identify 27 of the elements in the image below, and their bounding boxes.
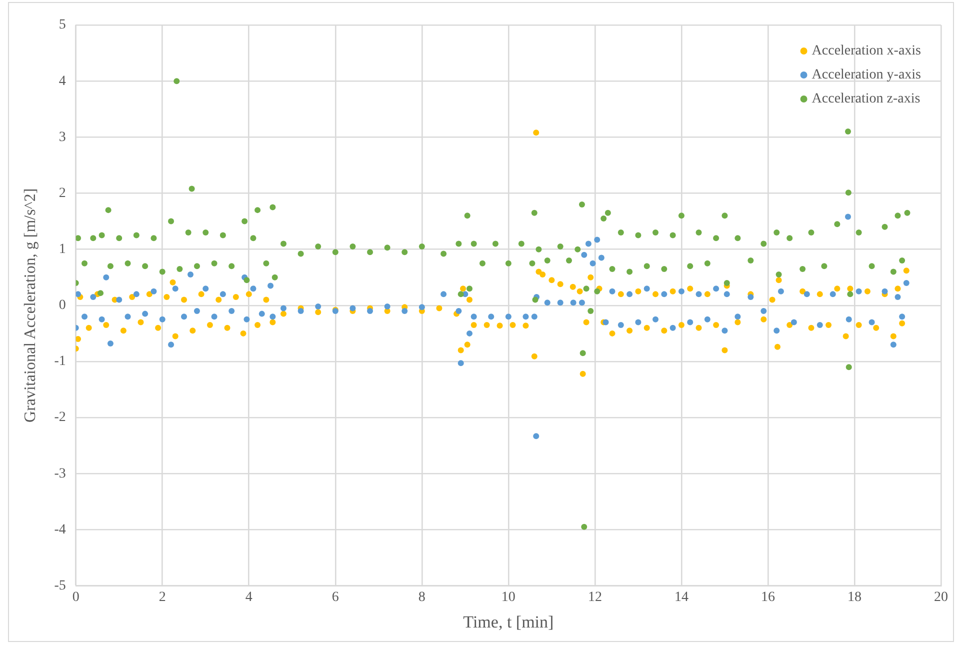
x-tick-label: 0 [72,590,80,605]
legend-label: Acceleration z-axis [812,92,920,107]
y-tick-label: -3 [54,466,66,482]
legend-label: Acceleration y-axis [812,68,922,83]
y-tick-label: -1 [54,354,66,370]
y-tick-label: 1 [58,242,66,257]
x-tick-label: 14 [674,590,688,605]
y-tick-label: -4 [54,522,66,538]
x-tick-label: 4 [245,590,252,605]
y-tick-label: 0 [58,298,66,314]
x-tick-label: 2 [158,590,166,605]
y-tick-label: 4 [58,74,66,89]
y-axis-title: Gravitaional Acceleration, g [m/s^2] [22,188,39,422]
x-tick-label: 6 [332,590,339,605]
y-tick-label: -5 [54,578,66,594]
y-tick-label: 5 [58,18,66,33]
x-tick-label: 10 [501,590,516,605]
x-tick-label: 16 [760,590,775,605]
y-tick-label: 3 [58,130,66,145]
x-tick-label: 8 [418,590,426,605]
x-tick-label: 18 [847,590,862,605]
x-tick-label: 20 [934,590,948,605]
x-tick-label: 12 [588,590,602,605]
y-tick-label: -2 [54,410,66,426]
x-axis-title: Time, t [min] [463,612,554,632]
y-tick-label: 2 [58,186,66,201]
legend-label: Acceleration x-axis [812,44,922,59]
